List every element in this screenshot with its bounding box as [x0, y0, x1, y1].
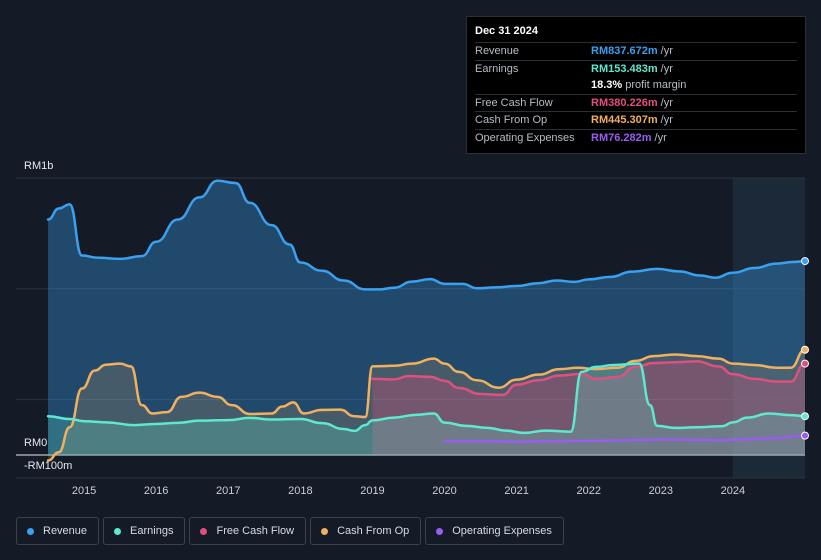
y-axis-negative-label: -RM100m [24, 460, 73, 472]
legend-dot-icon [321, 527, 329, 535]
x-tick-2021: 2021 [504, 485, 529, 497]
legend-dot-icon [114, 527, 122, 535]
area-free-cash-flow [372, 361, 805, 455]
endpoint-free-cash-flow [801, 359, 809, 368]
line-free-cash-flow [371, 360, 807, 397]
line-revenue [46, 179, 807, 291]
x-tick-2017: 2017 [216, 485, 241, 497]
legend-revenue[interactable]: Revenue [16, 517, 100, 545]
tooltip-row-earnings: Earnings RM153.483m /yr [475, 59, 797, 78]
line-earnings [46, 362, 807, 435]
legend-dot-icon [27, 527, 34, 535]
legend-dot-icon [200, 527, 208, 535]
area-revenue [48, 180, 805, 455]
endpoint-cash-from-op [801, 345, 809, 354]
legend-operating-expenses[interactable]: Operating Expenses [425, 517, 564, 545]
legend-dot-icon [436, 527, 444, 535]
forecast-region [732, 178, 805, 478]
x-tick-2015: 2015 [71, 485, 97, 497]
chart-legend: Revenue Earnings Free Cash Flow Cash Fro… [16, 517, 564, 545]
data-tooltip: Dec 31 2024 Revenue RM837.672m /yr Earni… [466, 16, 806, 154]
x-tick-2018: 2018 [288, 485, 313, 497]
tooltip-row-operating-expenses: Operating Expenses RM76.282m /yr [475, 128, 797, 147]
tooltip-row-revenue: Revenue RM837.672m /yr [475, 42, 797, 60]
legend-earnings[interactable]: Earnings [103, 517, 186, 545]
tooltip-row-free-cash-flow: Free Cash Flow RM380.226m /yr [475, 93, 797, 112]
endpoint-operating-expenses [801, 431, 809, 440]
tooltip-row-cash-from-op: Cash From Op RM445.307m /yr [475, 111, 797, 129]
line-cash-from-op [46, 348, 807, 462]
endpoint-revenue [801, 257, 809, 266]
x-tick-2024: 2024 [720, 485, 746, 497]
area-earnings [48, 363, 805, 455]
tooltip-row-profit-margin: 18.3% profit margin [591, 79, 687, 92]
line-operating-expenses [443, 434, 807, 443]
legend-free-cash-flow[interactable]: Free Cash Flow [189, 517, 307, 545]
tooltip-date: Dec 31 2024 [475, 25, 538, 37]
x-tick-2019: 2019 [360, 485, 385, 497]
legend-cash-from-op[interactable]: Cash From Op [310, 517, 422, 545]
x-tick-2022: 2022 [576, 485, 601, 497]
y-axis-top-label: RM1b [24, 160, 54, 172]
x-tick-2016: 2016 [143, 485, 169, 497]
x-tick-2023: 2023 [648, 485, 674, 497]
x-tick-2020: 2020 [432, 485, 457, 497]
endpoint-earnings [801, 412, 809, 421]
y-axis-zero-label: RM0 [24, 437, 48, 449]
